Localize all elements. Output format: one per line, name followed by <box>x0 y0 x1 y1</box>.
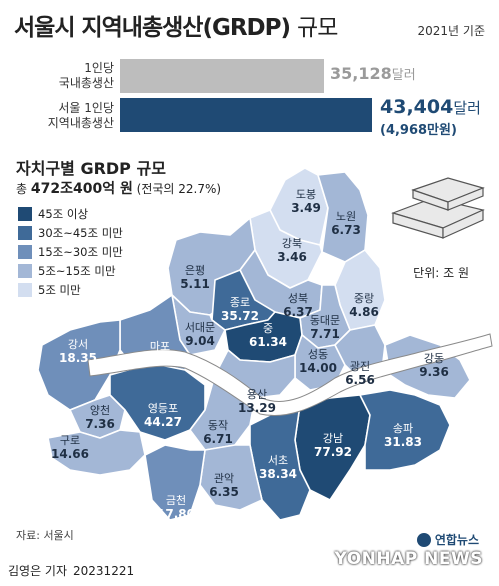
district-name-label: 중랑 <box>354 292 374 305</box>
seoul-grdp-krw: (4,968만원) <box>380 123 457 138</box>
district-value-label: 6.35 <box>209 485 239 499</box>
district-value-label: 61.34 <box>249 335 287 349</box>
district-name-label: 강북 <box>282 237 302 250</box>
national-gdp-bar <box>120 59 324 93</box>
district-금천 <box>144 444 206 521</box>
district-value-label: 9.36 <box>419 365 449 379</box>
district-name-label: 동작 <box>208 419 228 432</box>
district-name-label: 영등포 <box>148 402 178 415</box>
district-name-label: 강서 <box>68 338 88 351</box>
district-value-label: 77.92 <box>314 445 352 459</box>
district-value-label: 18.35 <box>59 351 97 365</box>
district-name-label: 금천 <box>166 493 186 507</box>
legend-swatch <box>18 225 32 240</box>
district-value-label: 7.71 <box>310 327 340 341</box>
district-name-label: 성북 <box>288 292 308 305</box>
district-name-label: 양천 <box>90 403 110 417</box>
legend-item: 5조~15조 미만 <box>18 261 123 280</box>
district-value-label: 9.04 <box>185 334 215 348</box>
district-value-label: 21.40 <box>141 353 179 367</box>
national-bar-label: 1인당 국내총생산 <box>58 61 114 90</box>
legend-label: 45조 이상 <box>38 206 89 221</box>
district-value-label: 35.72 <box>221 309 259 323</box>
district-name-label: 서대문 <box>185 321 215 334</box>
legend-swatch <box>18 244 32 259</box>
district-name-label: 구로 <box>60 434 80 447</box>
legend-item: 15조~30조 미만 <box>18 242 123 261</box>
district-value-label: 13.29 <box>238 401 276 415</box>
legend-swatch <box>18 263 32 278</box>
district-value-label: 3.49 <box>291 201 321 215</box>
han-river <box>87 333 493 417</box>
basis-year: 2021년 기준 <box>417 24 485 38</box>
map-legend: 45조 이상 30조~45조 미만 15조~30조 미만 5조~15조 미만 5조 미만 <box>18 204 123 299</box>
legend-item: 30조~45조 미만 <box>18 223 123 242</box>
legend-swatch <box>18 282 32 297</box>
district-name-label: 광진 <box>350 360 370 373</box>
district-value-label: 6.37 <box>283 305 313 319</box>
district-name-label: 동대문 <box>310 314 340 327</box>
district-name-label: 은평 <box>185 264 205 277</box>
legend-label: 5조 미만 <box>38 282 81 297</box>
district-name-label: 강동 <box>424 352 444 365</box>
district-value-label: 14.66 <box>51 447 89 461</box>
district-name-label: 성동 <box>308 348 328 361</box>
district-name-label: 강남 <box>323 432 343 445</box>
national-gdp-value: 35,128달러 <box>330 64 416 83</box>
district-value-label: 4.86 <box>349 305 379 319</box>
legend-label: 15조~30조 미만 <box>38 244 123 259</box>
section-title: 자치구별 GRDP 규모 <box>16 159 166 178</box>
district-value-label: 6.71 <box>203 432 233 446</box>
district-관악 <box>199 444 263 511</box>
district-송파 <box>359 389 451 471</box>
district-name-label: 용산 <box>247 388 267 401</box>
district-value-label: 6.56 <box>345 373 375 387</box>
money-stack-icon <box>391 177 485 239</box>
legend-label: 5조~15조 미만 <box>38 263 116 278</box>
district-value-label: 44.27 <box>144 415 182 429</box>
district-name-label: 노원 <box>336 210 356 223</box>
district-name-label: 도봉 <box>296 188 316 201</box>
district-value-label: 6.73 <box>331 223 361 237</box>
seoul-grdp-bar <box>120 98 372 132</box>
yonhap-logo: 연합뉴스 YONHAP NEWS <box>334 532 483 569</box>
yonhap-mark-icon <box>416 532 431 547</box>
legend-item: 45조 이상 <box>18 204 123 223</box>
district-name-label: 관악 <box>214 472 234 485</box>
district-value-label: 5.11 <box>180 277 210 291</box>
unit-note: 단위: 조 원 <box>413 266 469 280</box>
district-value-label: 38.34 <box>259 467 297 481</box>
district-value-label: 31.83 <box>384 435 422 449</box>
district-value-label: 3.46 <box>277 250 307 264</box>
reporter-credit: 김영은 기자 20231221 <box>8 564 135 578</box>
legend-label: 30조~45조 미만 <box>38 225 123 240</box>
district-name-label: 서초 <box>268 454 288 467</box>
district-name-label: 중 <box>263 322 273 335</box>
seoul-grdp-value: 43,404달러 <box>380 96 481 118</box>
district-name-label: 종로 <box>230 296 250 309</box>
district-name-label: 마포 <box>150 340 170 353</box>
seoul-bar-label: 서울 1인당 지역내총생산 <box>47 101 114 130</box>
source-text: 자료: 서울시 <box>16 529 74 542</box>
district-name-label: 송파 <box>393 422 413 435</box>
legend-swatch <box>18 206 32 221</box>
legend-item: 5조 미만 <box>18 280 123 299</box>
district-value-label: 17.80 <box>157 507 195 521</box>
district-강동 <box>384 334 471 399</box>
total-grdp: 총 472조400억 원 (전국의 22.7%) <box>16 181 222 197</box>
page-title: 서울시 지역내총생산(GRDP) 규모 <box>14 15 338 41</box>
district-value-label: 7.36 <box>85 417 115 431</box>
district-value-label: 14.00 <box>299 361 337 375</box>
